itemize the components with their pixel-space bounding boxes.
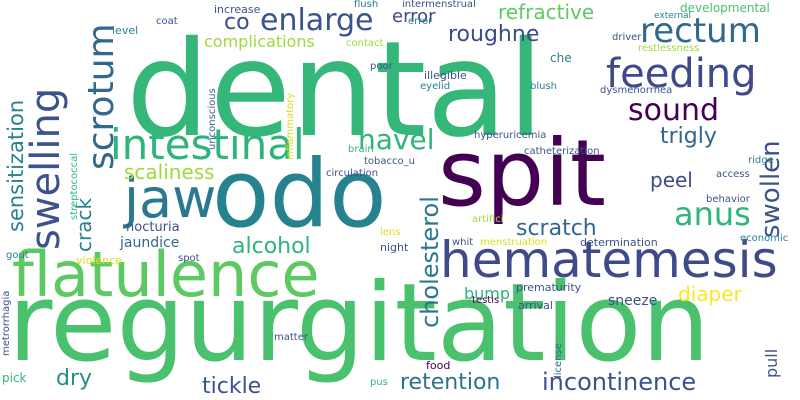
- word-rectum: rectum: [640, 11, 761, 51]
- word-external: external: [654, 11, 692, 21]
- word-driver: driver: [612, 32, 642, 43]
- word-dry: dry: [56, 366, 93, 391]
- word-food: food: [426, 359, 451, 372]
- word-diaper: diaper: [678, 282, 742, 306]
- word-jaw: jaw: [124, 167, 217, 230]
- word-eyelid: eyelid: [420, 81, 451, 92]
- word-determination: determination: [580, 236, 658, 249]
- word-violence: violence: [76, 254, 122, 267]
- word-dental: dental: [126, 13, 544, 167]
- word-streptococcal: streptococcal: [69, 152, 80, 220]
- word-scaliness: scaliness: [124, 160, 215, 184]
- word-license: license: [553, 343, 564, 378]
- word-contact: contact: [346, 38, 384, 49]
- word-spit: spit: [438, 120, 606, 227]
- word-alcohol: alcohol: [232, 234, 311, 259]
- word-flatulence: flatulence: [12, 238, 320, 311]
- word-access: access: [716, 169, 750, 180]
- word-blush: blush: [530, 81, 558, 92]
- word-behavior: behavior: [706, 194, 750, 205]
- word-gout: gout: [6, 250, 29, 261]
- word-incontinence: incontinence: [542, 368, 697, 396]
- word-inflammatory: inflammatory: [285, 92, 296, 160]
- word-trigly: trigly: [660, 124, 717, 149]
- word-pull: pull: [762, 348, 781, 378]
- word-error: error: [392, 6, 436, 27]
- word-pus: pus: [370, 377, 388, 388]
- word-anus: anus: [674, 195, 751, 233]
- word-intermenstrual: intermenstrual: [402, 0, 476, 10]
- word-complications: complications: [204, 32, 315, 51]
- word-sound: sound: [628, 93, 720, 128]
- word-lens: lens: [380, 227, 401, 238]
- word-coat: coat: [156, 16, 178, 27]
- word-co: co: [224, 10, 250, 35]
- word-tobacco-u: tobacco_u: [364, 156, 415, 167]
- word-increase: increase: [214, 3, 261, 16]
- word-feeding: feeding: [606, 51, 757, 97]
- word-hyperuricemia: hyperuricemia: [474, 130, 547, 141]
- word-nocturia: nocturia: [126, 220, 180, 235]
- word-pick: pick: [2, 371, 27, 385]
- word-menstruation: menstruation: [480, 237, 548, 248]
- word-testis: testis: [472, 295, 500, 306]
- word-catheterization: catheterization: [524, 146, 600, 157]
- word-sneeze: sneeze: [608, 293, 658, 309]
- word-peel: peel: [650, 168, 693, 192]
- word-refractive: refractive: [498, 0, 595, 24]
- word-odo: odo: [212, 140, 387, 249]
- word-illegible: illegible: [424, 69, 467, 82]
- word-flush: flush: [354, 0, 379, 10]
- word-bump: bump: [464, 284, 511, 303]
- word-retention: retention: [400, 370, 501, 395]
- word-unconscious: unconscious: [207, 88, 218, 150]
- word-intestinal: intestinal: [110, 120, 305, 169]
- word-economic: economic: [740, 233, 789, 244]
- word-che: che: [550, 51, 572, 65]
- word-enlarge: enlarge: [260, 3, 374, 38]
- word-poor: poor: [370, 61, 393, 72]
- word-hematemesis: hematemesis: [440, 231, 778, 289]
- word-swelling: swelling: [23, 87, 69, 250]
- word-jaundice: jaundice: [120, 235, 180, 251]
- word-roughne: roughne: [448, 22, 540, 47]
- word-restlessness: restlessness: [638, 43, 700, 54]
- word-arrival: arrival: [518, 299, 553, 312]
- word-dysmenorrhea: dysmenorrhea: [600, 85, 673, 96]
- word-artifici: artifici: [472, 214, 504, 225]
- word-night: night: [380, 241, 409, 254]
- word-cholesterol: cholesterol: [416, 196, 444, 328]
- word-spot: spot: [178, 253, 200, 264]
- word-navel: navel: [358, 123, 435, 156]
- word-sensitization: sensitization: [4, 99, 28, 232]
- word-matter: matter: [274, 332, 308, 343]
- word-regurgitation: regurgitation: [8, 261, 710, 386]
- word-developmental: developmental: [680, 1, 770, 15]
- word-prematurity: prematurity: [516, 281, 582, 294]
- word-error-small: error: [408, 16, 433, 27]
- word-ridge: ridge: [748, 155, 774, 166]
- word-circulation: circulation: [326, 168, 379, 179]
- word-brain: brain: [348, 144, 374, 155]
- word-level: level: [112, 24, 139, 37]
- word-scratch: scratch: [516, 216, 597, 241]
- word-tickle: tickle: [202, 374, 262, 399]
- word-scrotum: scrotum: [81, 23, 122, 170]
- word-whit: whit: [452, 237, 474, 248]
- word-metrorrhagia: metrorrhagia: [1, 290, 12, 356]
